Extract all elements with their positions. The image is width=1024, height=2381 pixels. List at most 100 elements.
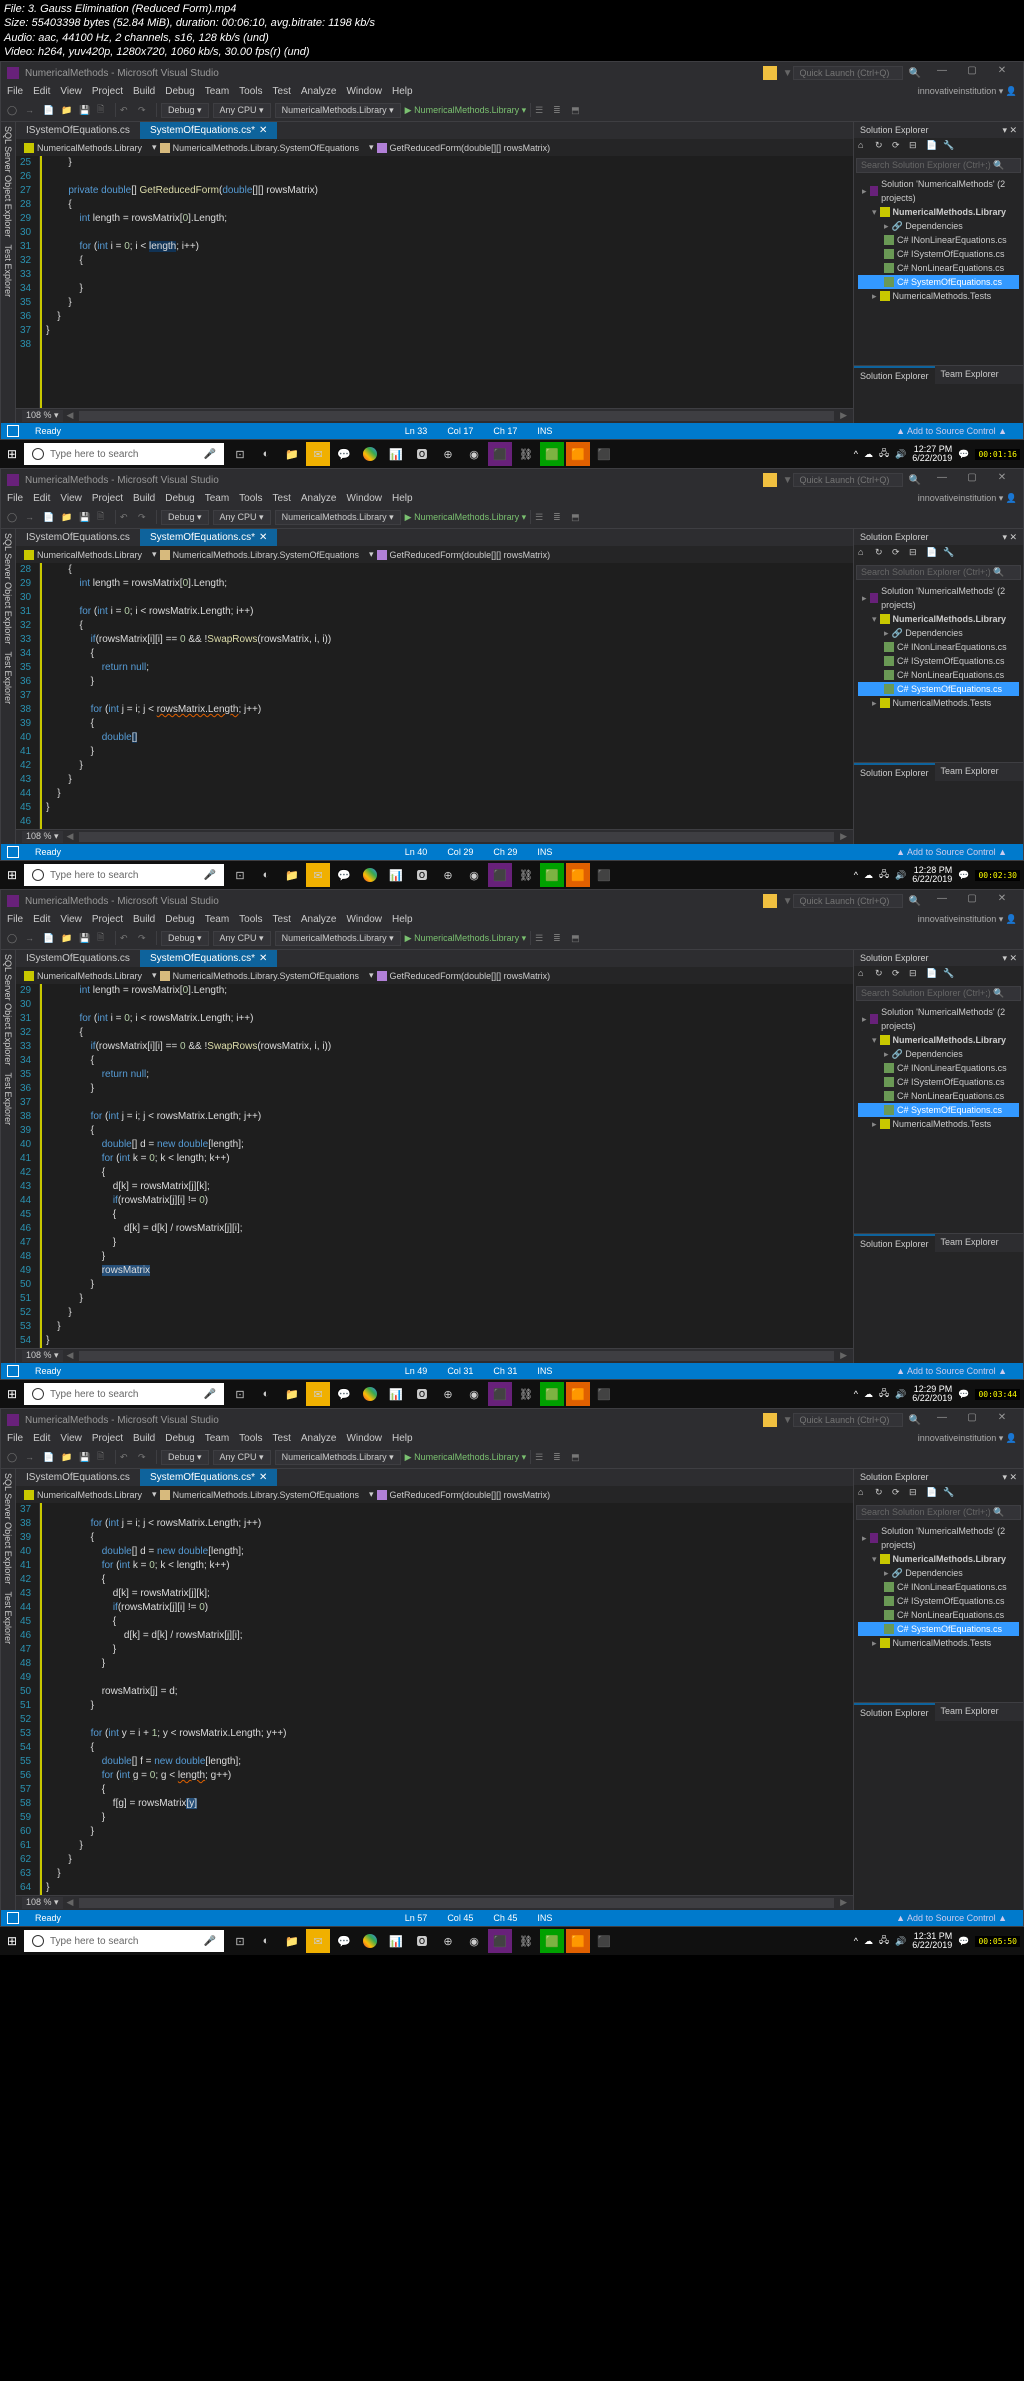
tree-file4-selected[interactable]: C# SystemOfEquations.cs <box>858 1103 1019 1117</box>
se-tab-team[interactable]: Team Explorer <box>935 763 1005 781</box>
taskbar-app-1[interactable]: ◐ <box>254 1382 278 1406</box>
start-button[interactable]: ⊞ <box>0 863 24 887</box>
nav-fwd-icon[interactable]: → <box>25 933 39 943</box>
taskbar-app-4[interactable]: 💬 <box>332 442 356 466</box>
taskbar-app-7[interactable]: 🅾 <box>410 1929 434 1953</box>
taskbar-search[interactable]: Type here to search 🎤 <box>24 864 224 886</box>
nav-back-icon[interactable]: ◯ <box>7 1452 21 1463</box>
tree-solution[interactable]: ▸Solution 'NumericalMethods' (2 projects… <box>858 584 1019 612</box>
tb-icon-3[interactable]: ⬒ <box>571 933 585 944</box>
save-icon[interactable]: 💾 <box>79 512 93 523</box>
menu-team[interactable]: Team <box>205 914 229 925</box>
taskbar-app-9[interactable]: ◉ <box>462 1929 486 1953</box>
tray-up-icon[interactable]: ^ <box>854 1389 858 1399</box>
tab-active[interactable]: SystemOfEquations.cs* ✕ <box>140 122 277 139</box>
tb-icon-2[interactable]: ≣ <box>553 1452 567 1463</box>
tray-net-icon[interactable]: 🖧 <box>879 1933 889 1949</box>
tray-net-icon[interactable]: 🖧 <box>879 446 889 462</box>
start-button[interactable]: ▶ NumericalMethods.Library ▾ <box>405 105 526 116</box>
quick-launch-search-icon[interactable]: 🔍 <box>909 896 921 907</box>
save-icon[interactable]: 💾 <box>79 1452 93 1463</box>
menu-tools[interactable]: Tools <box>239 493 262 504</box>
tb-icon-1[interactable]: ☰ <box>535 105 549 116</box>
taskbar-app-11[interactable]: ⛓ <box>514 1382 538 1406</box>
taskbar-app-5[interactable] <box>358 1382 382 1406</box>
taskbar-app-10[interactable]: ⬛ <box>488 1929 512 1953</box>
tray-cloud-icon[interactable]: ☁ <box>864 1936 873 1947</box>
menu-test[interactable]: Test <box>273 1433 291 1444</box>
tree-file1[interactable]: C# INonLinearEquations.cs <box>858 1061 1019 1075</box>
menu-window[interactable]: Window <box>346 86 382 97</box>
maximize-button[interactable]: ▢ <box>957 65 987 81</box>
undo-icon[interactable]: ↶ <box>120 512 134 523</box>
tray-notif-icon[interactable]: 💬 <box>958 1389 969 1400</box>
quick-launch-search-icon[interactable]: 🔍 <box>909 68 921 79</box>
start-button[interactable]: ⊞ <box>0 1929 24 1953</box>
crumb-2[interactable]: ▾ NumericalMethods.Library.SystemOfEquat… <box>148 969 363 982</box>
tree-proj2[interactable]: ▸NumericalMethods.Tests <box>858 1117 1019 1131</box>
notification-flag-icon[interactable] <box>763 1413 777 1427</box>
menu-edit[interactable]: Edit <box>33 493 50 504</box>
menu-view[interactable]: View <box>60 1433 82 1444</box>
taskbar-app-12[interactable]: 🟩 <box>540 442 564 466</box>
minimize-button[interactable]: — <box>927 472 957 488</box>
taskbar-search[interactable]: Type here to search 🎤 <box>24 443 224 465</box>
start-button[interactable]: ⊞ <box>0 1382 24 1406</box>
crumb-3[interactable]: ▾ GetReducedForm(double[][] rowsMatrix) <box>365 548 554 561</box>
menu-build[interactable]: Build <box>133 493 155 504</box>
taskbar-app-12[interactable]: 🟩 <box>540 1382 564 1406</box>
menu-test[interactable]: Test <box>273 493 291 504</box>
save-icon[interactable]: 💾 <box>79 105 93 116</box>
taskbar-app-2[interactable]: 📁 <box>280 1929 304 1953</box>
taskbar-app-7[interactable]: 🅾 <box>410 442 434 466</box>
taskbar-app-9[interactable]: ◉ <box>462 863 486 887</box>
taskbar-app-14[interactable]: ⬛ <box>592 1382 616 1406</box>
se-search-input[interactable]: Search Solution Explorer (Ctrl+;) 🔍 <box>856 1505 1021 1520</box>
se-collapse-icon[interactable]: ⊟ <box>909 1487 923 1501</box>
maximize-button[interactable]: ▢ <box>957 893 987 909</box>
sidebar-tab-sql[interactable]: SQL Server Object Explorer Test Explorer <box>1 529 16 844</box>
taskbar-app-3[interactable]: ✉ <box>306 442 330 466</box>
se-files-icon[interactable]: 📄 <box>926 1487 940 1501</box>
tree-proj1[interactable]: ▾NumericalMethods.Library <box>858 612 1019 626</box>
config-combo[interactable]: Debug ▾ <box>161 510 209 525</box>
taskbar-app-5[interactable] <box>358 863 382 887</box>
mic-icon[interactable]: 🎤 <box>204 870 216 881</box>
menu-debug[interactable]: Debug <box>165 86 194 97</box>
menu-team[interactable]: Team <box>205 1433 229 1444</box>
tree-proj2[interactable]: ▸NumericalMethods.Tests <box>858 1636 1019 1650</box>
tb-icon-1[interactable]: ☰ <box>535 1452 549 1463</box>
close-button[interactable]: ✕ <box>987 1412 1017 1428</box>
se-tab-solution[interactable]: Solution Explorer <box>854 1234 935 1252</box>
tb-icon-1[interactable]: ☰ <box>535 933 549 944</box>
platform-combo[interactable]: Any CPU ▾ <box>213 1450 271 1465</box>
menu-analyze[interactable]: Analyze <box>301 86 337 97</box>
tree-proj1[interactable]: ▾NumericalMethods.Library <box>858 1033 1019 1047</box>
tree-proj2[interactable]: ▸NumericalMethods.Tests <box>858 289 1019 303</box>
code-editor[interactable]: { int length = rowsMatrix[0].Length; for… <box>40 563 853 829</box>
nav-back-icon[interactable]: ◯ <box>7 512 21 523</box>
menu-project[interactable]: Project <box>92 493 123 504</box>
tray-net-icon[interactable]: 🖧 <box>879 1386 889 1402</box>
sidebar-tab-sql[interactable]: SQL Server Object Explorer Test Explorer <box>1 122 16 423</box>
tree-file4-selected[interactable]: C# SystemOfEquations.cs <box>858 275 1019 289</box>
signin-label[interactable]: innovativeinstitution ▾ 👤 <box>918 914 1017 925</box>
tb-icon-2[interactable]: ≣ <box>553 512 567 523</box>
project-combo[interactable]: NumericalMethods.Library ▾ <box>275 510 401 525</box>
config-combo[interactable]: Debug ▾ <box>161 931 209 946</box>
se-search-input[interactable]: Search Solution Explorer (Ctrl+;) 🔍 <box>856 565 1021 580</box>
menu-edit[interactable]: Edit <box>33 1433 50 1444</box>
crumb-2[interactable]: ▾ NumericalMethods.Library.SystemOfEquat… <box>148 141 363 154</box>
save-all-icon[interactable]: 🗎 <box>97 1449 111 1465</box>
taskbar-app-3[interactable]: ✉ <box>306 1382 330 1406</box>
menu-file[interactable]: File <box>7 914 23 925</box>
tray-vol-icon[interactable]: 🔊 <box>895 1389 906 1400</box>
project-combo[interactable]: NumericalMethods.Library ▾ <box>275 1450 401 1465</box>
menu-edit[interactable]: Edit <box>33 914 50 925</box>
tray-notif-icon[interactable]: 💬 <box>958 1936 969 1947</box>
redo-icon[interactable]: ↷ <box>138 512 152 523</box>
se-refresh-icon[interactable]: ⟳ <box>892 968 906 982</box>
notification-flag-icon[interactable] <box>763 473 777 487</box>
crumb-3[interactable]: ▾ GetReducedForm(double[][] rowsMatrix) <box>365 141 554 154</box>
taskbar-app-13[interactable]: 🟧 <box>566 442 590 466</box>
